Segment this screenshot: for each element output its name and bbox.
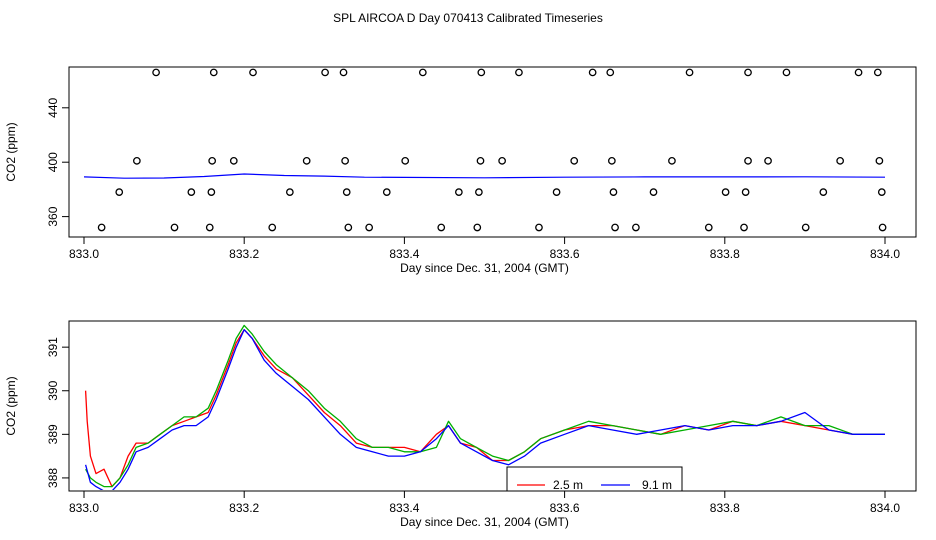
plot-frame (68, 66, 917, 238)
data-point (229, 156, 238, 165)
data-point (475, 188, 483, 196)
data-point (401, 156, 410, 165)
data-point (782, 68, 791, 77)
x-tick-label: 834.0 (870, 247, 900, 261)
data-point (339, 68, 348, 77)
bottom-panel: 833.0 833.2 833.4 833.6 833.8 834.0 388 389 390 3… (4, 320, 917, 529)
y-tick-label: 391 (46, 337, 60, 357)
y-tick-label: 389 (46, 424, 60, 444)
data-point (873, 68, 882, 77)
x-axis-label: Day since Dec. 31, 2004 (GMT) (400, 515, 569, 529)
plot-area (84, 324, 885, 490)
legend: 2.5 m 9.1 m (506, 466, 683, 492)
data-point (515, 68, 523, 77)
data-point (801, 223, 810, 232)
data-point (286, 188, 294, 196)
y-tick-label: 388 (46, 468, 60, 488)
y-tick-label: 360 (46, 206, 60, 226)
y-axis-label: CO2 (ppm) (4, 376, 18, 435)
series-line-red (84, 329, 885, 488)
y-axis-label: CO2 (ppm) (4, 122, 18, 181)
legend-label: 9.1 m (642, 478, 672, 492)
data-point (819, 188, 828, 196)
data-point (668, 156, 676, 165)
data-point (341, 156, 349, 165)
data-point (744, 156, 752, 165)
data-point (740, 223, 748, 232)
data-point (342, 188, 351, 196)
data-point (268, 223, 277, 232)
data-point (721, 188, 730, 196)
x-tick-label: 833.8 (710, 247, 740, 261)
data-point (632, 223, 640, 232)
x-tick-label: 833.4 (389, 501, 419, 515)
data-point (877, 188, 886, 196)
data-point (473, 223, 482, 232)
data-point (704, 223, 713, 232)
chart-title: SPL AIRCOA D Day 070413 Calibrated Times… (333, 11, 603, 25)
data-point (418, 68, 427, 77)
x-tick-label: 833.0 (69, 247, 99, 261)
x-tick-label: 833.6 (550, 247, 580, 261)
data-point (208, 156, 217, 165)
x-tick-label: 833.2 (229, 501, 259, 515)
data-point (382, 188, 391, 196)
data-point (606, 68, 615, 77)
series-line-blue (84, 329, 885, 490)
data-point (249, 68, 257, 77)
data-point (552, 188, 561, 196)
data-point (609, 188, 618, 196)
data-point (115, 188, 124, 196)
x-tick-label: 834.0 (870, 501, 900, 515)
data-point (321, 68, 329, 77)
x-axis-label: Day since Dec. 31, 2004 (GMT) (400, 261, 569, 275)
data-point (187, 188, 196, 196)
data-point (207, 188, 216, 196)
data-point (477, 68, 486, 77)
data-point (611, 223, 619, 232)
x-tick-label: 833.4 (389, 247, 419, 261)
x-tick-label: 833.0 (69, 501, 99, 515)
data-point (133, 156, 141, 165)
data-point (152, 68, 160, 77)
data-point (875, 156, 884, 165)
data-point (535, 223, 543, 232)
data-point (744, 68, 752, 77)
data-point (649, 188, 658, 196)
data-point (570, 156, 579, 165)
data-point (588, 68, 597, 77)
series-line-green (85, 324, 885, 488)
plot-frame (68, 320, 917, 492)
data-point (205, 223, 214, 232)
data-point (836, 156, 844, 165)
data-point (209, 68, 218, 77)
y-tick-label: 390 (46, 380, 60, 400)
data-point (437, 223, 446, 232)
legend-label: 2.5 m (553, 478, 583, 492)
y-tick-label: 440 (46, 97, 60, 117)
plot-area (83, 68, 887, 232)
data-point (498, 156, 506, 165)
data-point (344, 223, 353, 232)
data-point (764, 156, 772, 165)
data-point (854, 68, 863, 77)
legend-box (506, 466, 683, 491)
data-point (97, 223, 106, 232)
y-tick-label: 400 (46, 152, 60, 172)
data-point (170, 223, 179, 232)
data-point (878, 223, 887, 232)
data-point (302, 156, 311, 165)
data-point (608, 156, 616, 165)
data-point (741, 188, 750, 196)
data-point (476, 156, 485, 165)
data-point (455, 188, 463, 196)
x-tick-label: 833.2 (229, 247, 259, 261)
x-tick-label: 833.6 (550, 501, 580, 515)
top-panel: 833.0 833.2 833.4 833.6 833.8 834.0 360 400 440 D… (4, 66, 917, 275)
series-line-blue (83, 173, 886, 179)
data-point (685, 68, 694, 77)
data-point (365, 223, 374, 232)
x-tick-label: 833.8 (710, 501, 740, 515)
